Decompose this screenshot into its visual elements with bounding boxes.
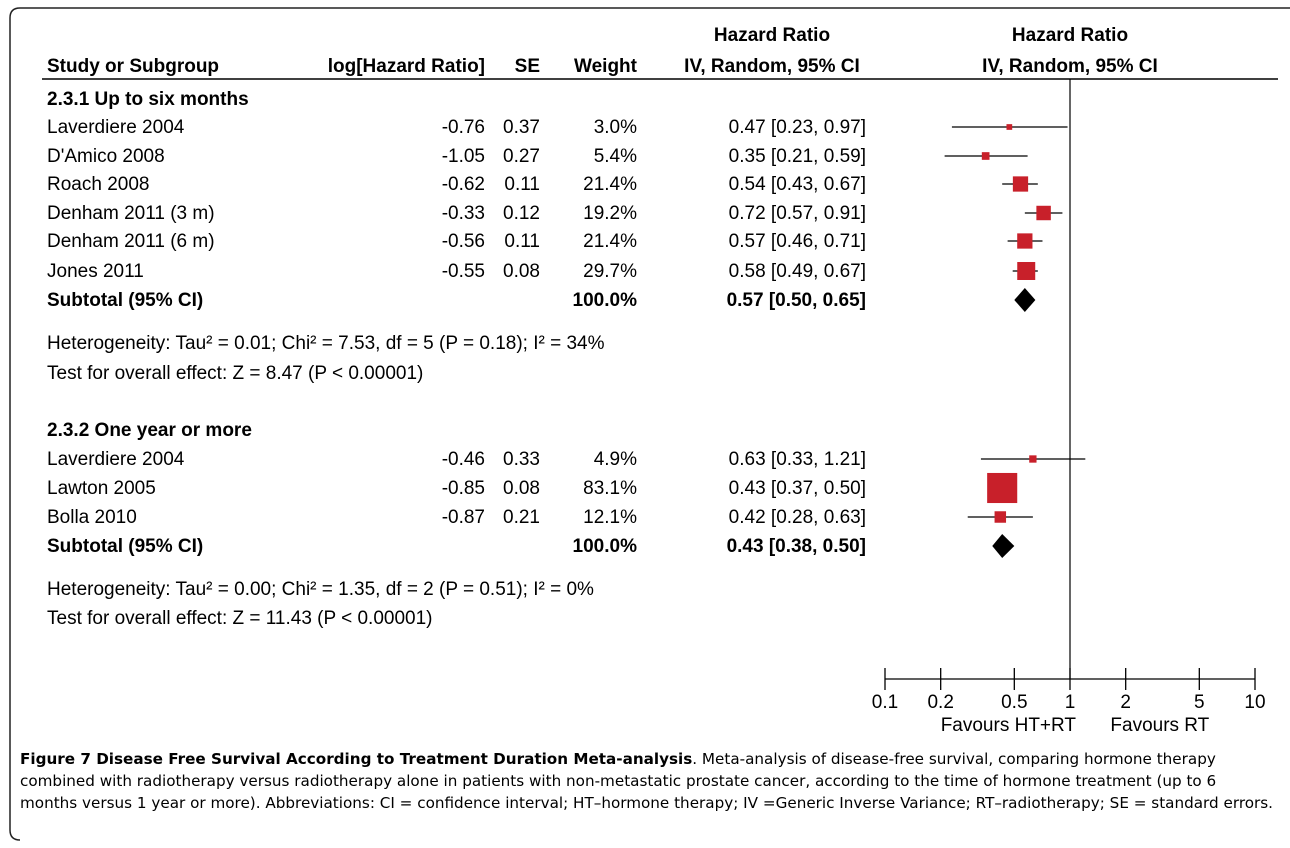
study-se: 0.12 [503, 203, 540, 224]
caption-text: . Meta-analysis of disease-free survival… [20, 750, 1274, 812]
study-hr: 0.47 [0.23, 0.97] [729, 117, 866, 138]
subtotal-diamond [1014, 288, 1036, 312]
subtotal-hr: 0.43 [0.38, 0.50] [727, 536, 866, 557]
subtotal-label: Subtotal (95% CI) [47, 536, 203, 557]
study-weight: 29.7% [583, 261, 637, 282]
study-square [1036, 205, 1051, 221]
caption-title: Figure 7 Disease Free Survival According… [20, 750, 693, 768]
heterogeneity-text: Heterogeneity: Tau² = 0.01; Chi² = 7.53,… [47, 333, 605, 354]
study-se: 0.37 [503, 117, 540, 138]
overall-effect-text: Test for overall effect: Z = 8.47 (P < 0… [47, 363, 423, 384]
header-hr-title: Hazard Ratio [714, 25, 830, 46]
favours-left-label: Favours HT+RT [941, 715, 1077, 736]
study-weight: 21.4% [583, 174, 637, 195]
study-name: Jones 2011 [47, 261, 144, 282]
study-weight: 4.9% [594, 449, 637, 470]
x-axis-tick-label: 10 [1244, 692, 1265, 713]
header-se: SE [515, 56, 540, 77]
study-se: 0.08 [503, 478, 540, 499]
study-weight: 12.1% [583, 507, 637, 528]
header-hr-method: IV, Random, 95% CI [684, 56, 860, 77]
study-name: Lawton 2005 [47, 478, 156, 499]
study-loghr: -0.62 [442, 174, 485, 195]
study-se: 0.33 [503, 449, 540, 470]
study-se: 0.08 [503, 261, 540, 282]
study-name: Laverdiere 2004 [47, 117, 185, 138]
x-axis-tick-label: 0.1 [872, 692, 898, 713]
study-square [1012, 176, 1029, 192]
study-name: Bolla 2010 [47, 507, 137, 528]
study-square [1017, 262, 1036, 280]
header-study: Study or Subgroup [47, 56, 219, 77]
study-name: Laverdiere 2004 [47, 449, 185, 470]
header-plot-method: IV, Random, 95% CI [982, 56, 1158, 77]
study-loghr: -1.05 [442, 146, 485, 167]
study-square [1006, 124, 1013, 130]
x-axis-tick-label: 0.5 [1001, 692, 1027, 713]
subtotal-weight: 100.0% [573, 536, 638, 557]
study-hr: 0.43 [0.37, 0.50] [729, 478, 866, 499]
favours-right-label: Favours RT [1110, 715, 1209, 736]
study-hr: 0.35 [0.21, 0.59] [729, 146, 866, 167]
header-weight: Weight [574, 56, 638, 77]
x-axis-tick-label: 0.2 [927, 692, 953, 713]
figure-caption: Figure 7 Disease Free Survival According… [20, 748, 1275, 814]
study-weight: 19.2% [583, 203, 637, 224]
study-weight: 83.1% [583, 478, 637, 499]
subtotal-diamond [992, 534, 1015, 558]
study-loghr: -0.56 [442, 231, 485, 252]
study-square [1029, 455, 1037, 463]
study-square [987, 472, 1018, 504]
study-name: Denham 2011 (3 m) [47, 203, 215, 224]
x-axis-tick-label: 2 [1120, 692, 1131, 713]
study-loghr: -0.33 [442, 203, 485, 224]
study-hr: 0.42 [0.28, 0.63] [729, 507, 866, 528]
study-loghr: -0.55 [442, 261, 485, 282]
header-plot-title: Hazard Ratio [1012, 25, 1128, 46]
study-loghr: -0.85 [442, 478, 485, 499]
subgroup-title: 2.3.1 Up to six months [47, 89, 249, 110]
heterogeneity-text: Heterogeneity: Tau² = 0.00; Chi² = 1.35,… [47, 579, 594, 600]
study-hr: 0.54 [0.43, 0.67] [729, 174, 866, 195]
study-se: 0.27 [503, 146, 540, 167]
study-weight: 5.4% [594, 146, 637, 167]
x-axis-tick-label: 1 [1065, 692, 1076, 713]
study-name: Roach 2008 [47, 174, 149, 195]
study-se: 0.11 [504, 231, 540, 252]
study-loghr: -0.46 [442, 449, 485, 470]
forest-plot: Study or Subgroup log[Hazard Ratio] SE Weig… [42, 25, 1278, 736]
study-square [994, 511, 1007, 523]
x-axis-tick-label: 5 [1194, 692, 1205, 713]
study-se: 0.21 [503, 507, 540, 528]
study-square [1017, 233, 1033, 249]
study-name: D'Amico 2008 [47, 146, 165, 167]
study-loghr: -0.76 [442, 117, 485, 138]
study-se: 0.11 [504, 174, 540, 195]
study-hr: 0.72 [0.57, 0.91] [729, 203, 866, 224]
study-hr: 0.63 [0.33, 1.21] [729, 449, 866, 470]
subgroup-title: 2.3.2 One year or more [47, 420, 252, 441]
study-hr: 0.58 [0.49, 0.67] [729, 261, 866, 282]
study-name: Denham 2011 (6 m) [47, 231, 215, 252]
study-loghr: -0.87 [442, 507, 485, 528]
study-weight: 3.0% [594, 117, 637, 138]
study-hr: 0.57 [0.46, 0.71] [729, 231, 866, 252]
subtotal-hr: 0.57 [0.50, 0.65] [727, 290, 866, 311]
header-loghr: log[Hazard Ratio] [328, 56, 485, 77]
study-weight: 21.4% [583, 231, 637, 252]
subtotal-weight: 100.0% [573, 290, 638, 311]
study-square [981, 152, 990, 160]
subtotal-label: Subtotal (95% CI) [47, 290, 203, 311]
overall-effect-text: Test for overall effect: Z = 11.43 (P < … [47, 608, 433, 629]
